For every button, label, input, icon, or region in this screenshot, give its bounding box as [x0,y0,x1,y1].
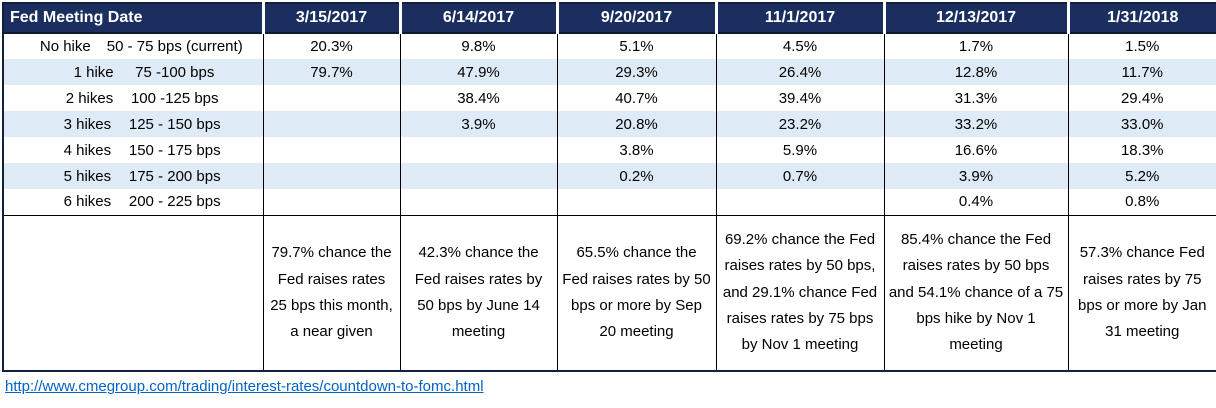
hike-count-label: 6 hikes [63,193,112,211]
row-label: 4 hikes 150 - 175 bps [3,137,264,163]
probability-cell [263,163,401,189]
probability-cell: 1.7% [884,33,1069,59]
probability-cell [263,111,401,137]
hike-count-label: 4 hikes [63,141,112,159]
table-header-row: Fed Meeting Date 3/15/2017 6/14/2017 9/2… [3,3,1216,34]
probability-cell [263,137,401,163]
table-row-2-hikes: 2 hikes 100 -125 bps 38.4% 40.7% 39.4% 31… [3,85,1216,111]
table-row-6-hikes: 6 hikes 200 - 225 bps 0.4% 0.8% [3,189,1216,215]
probability-cell: 5.2% [1068,163,1216,189]
hike-count-label: No hike [39,38,91,55]
summary-cell-sep: 65.5% chance the Fed raises rates by 50 … [557,214,717,371]
probability-cell: 0.4% [884,189,1069,215]
probability-cell: 16.6% [884,137,1069,163]
probability-cell: 47.9% [400,59,558,85]
summary-cell-dec: 85.4% chance the Fed raises rates by 50 … [884,214,1069,371]
footer: http://www.cmegroup.com/trading/interest… [5,378,1216,396]
probability-cell: 29.4% [1068,85,1216,111]
probability-cell: 11.7% [1068,59,1216,85]
probability-cell [400,189,558,215]
bps-range-label: 200 - 225 bps [128,193,221,211]
header-date-2: 9/20/2017 [557,3,718,34]
row-label: 1 hike 75 -100 bps [3,59,264,85]
probability-cell: 5.9% [716,137,885,163]
probability-cell: 26.4% [716,59,885,85]
probability-cell [716,189,885,215]
source-link[interactable]: http://www.cmegroup.com/trading/interest… [5,378,484,395]
probability-cell: 40.7% [557,85,717,111]
bps-range-label: 50 - 75 bps (current) [106,38,243,55]
row-label: No hike 50 - 75 bps (current) [3,33,264,59]
probability-cell: 12.8% [884,59,1069,85]
summary-cell-jun: 42.3% chance the Fed raises rates by 50 … [400,214,558,371]
probability-cell [400,163,558,189]
probability-cell: 5.1% [557,33,717,59]
probability-cell: 18.3% [1068,137,1216,163]
probability-cell: 3.9% [884,163,1069,189]
bps-range-label: 75 -100 bps [135,63,215,81]
table-row-no-hike: No hike 50 - 75 bps (current) 20.3% 9.8% … [3,33,1216,59]
hike-count-label: 1 hike [73,63,114,81]
probability-cell: 3.9% [400,111,558,137]
probability-cell: 0.2% [557,163,717,189]
hike-count-label: 2 hikes [65,89,114,107]
probability-cell: 3.8% [557,137,717,163]
row-label: 5 hikes 175 - 200 bps [3,163,264,189]
probability-cell: 1.5% [1068,33,1216,59]
probability-cell [263,85,401,111]
probability-cell: 33.0% [1068,111,1216,137]
bps-range-label: 125 - 150 bps [128,115,221,133]
probability-cell [400,137,558,163]
probability-cell: 29.3% [557,59,717,85]
probability-cell: 20.3% [263,33,401,59]
bps-range-label: 175 - 200 bps [128,167,221,185]
probability-cell: 33.2% [884,111,1069,137]
probability-cell: 0.7% [716,163,885,189]
summary-cell-jan: 57.3% chance Fed raises rates by 75 bps … [1068,214,1216,371]
summary-row: 79.7% chance the Fed raises rates 25 bps… [3,214,1216,371]
hike-count-label: 5 hikes [63,167,112,185]
table-row-3-hikes: 3 hikes 125 - 150 bps 3.9% 20.8% 23.2% 33… [3,111,1216,137]
probability-cell: 38.4% [400,85,558,111]
probability-cell [557,189,717,215]
probability-cell: 31.3% [884,85,1069,111]
table-row-4-hikes: 4 hikes 150 - 175 bps 3.8% 5.9% 16.6% 18.… [3,137,1216,163]
probability-cell: 9.8% [400,33,558,59]
row-label: 6 hikes 200 - 225 bps [3,189,264,215]
bps-range-label: 100 -125 bps [130,89,219,107]
row-label: 3 hikes 125 - 150 bps [3,111,264,137]
header-date-3: 11/1/2017 [716,3,886,34]
probability-cell: 4.5% [716,33,885,59]
hike-count-label: 3 hikes [63,115,112,133]
fed-probability-table: Fed Meeting Date 3/15/2017 6/14/2017 9/2… [2,2,1216,372]
bps-range-label: 150 - 175 bps [128,141,221,159]
table-row-5-hikes: 5 hikes 175 - 200 bps 0.2% 0.7% 3.9% 5.2% [3,163,1216,189]
row-label: 2 hikes 100 -125 bps [3,85,264,111]
header-fed-meeting-date: Fed Meeting Date [3,3,265,34]
probability-cell [263,189,401,215]
probability-cell: 39.4% [716,85,885,111]
probability-cell: 23.2% [716,111,885,137]
header-date-0: 3/15/2017 [263,3,402,34]
header-date-1: 6/14/2017 [400,3,559,34]
summary-empty-cell [3,214,264,371]
probability-cell: 0.8% [1068,189,1216,215]
header-date-5: 1/31/2018 [1068,3,1216,34]
header-date-4: 12/13/2017 [884,3,1070,34]
table-row-1-hike: 1 hike 75 -100 bps 79.7% 47.9% 29.3% 26.4… [3,59,1216,85]
summary-cell-mar: 79.7% chance the Fed raises rates 25 bps… [263,214,401,371]
probability-cell: 79.7% [263,59,401,85]
summary-cell-nov: 69.2% chance the Fed raises rates by 50 … [716,214,885,371]
probability-cell: 20.8% [557,111,717,137]
